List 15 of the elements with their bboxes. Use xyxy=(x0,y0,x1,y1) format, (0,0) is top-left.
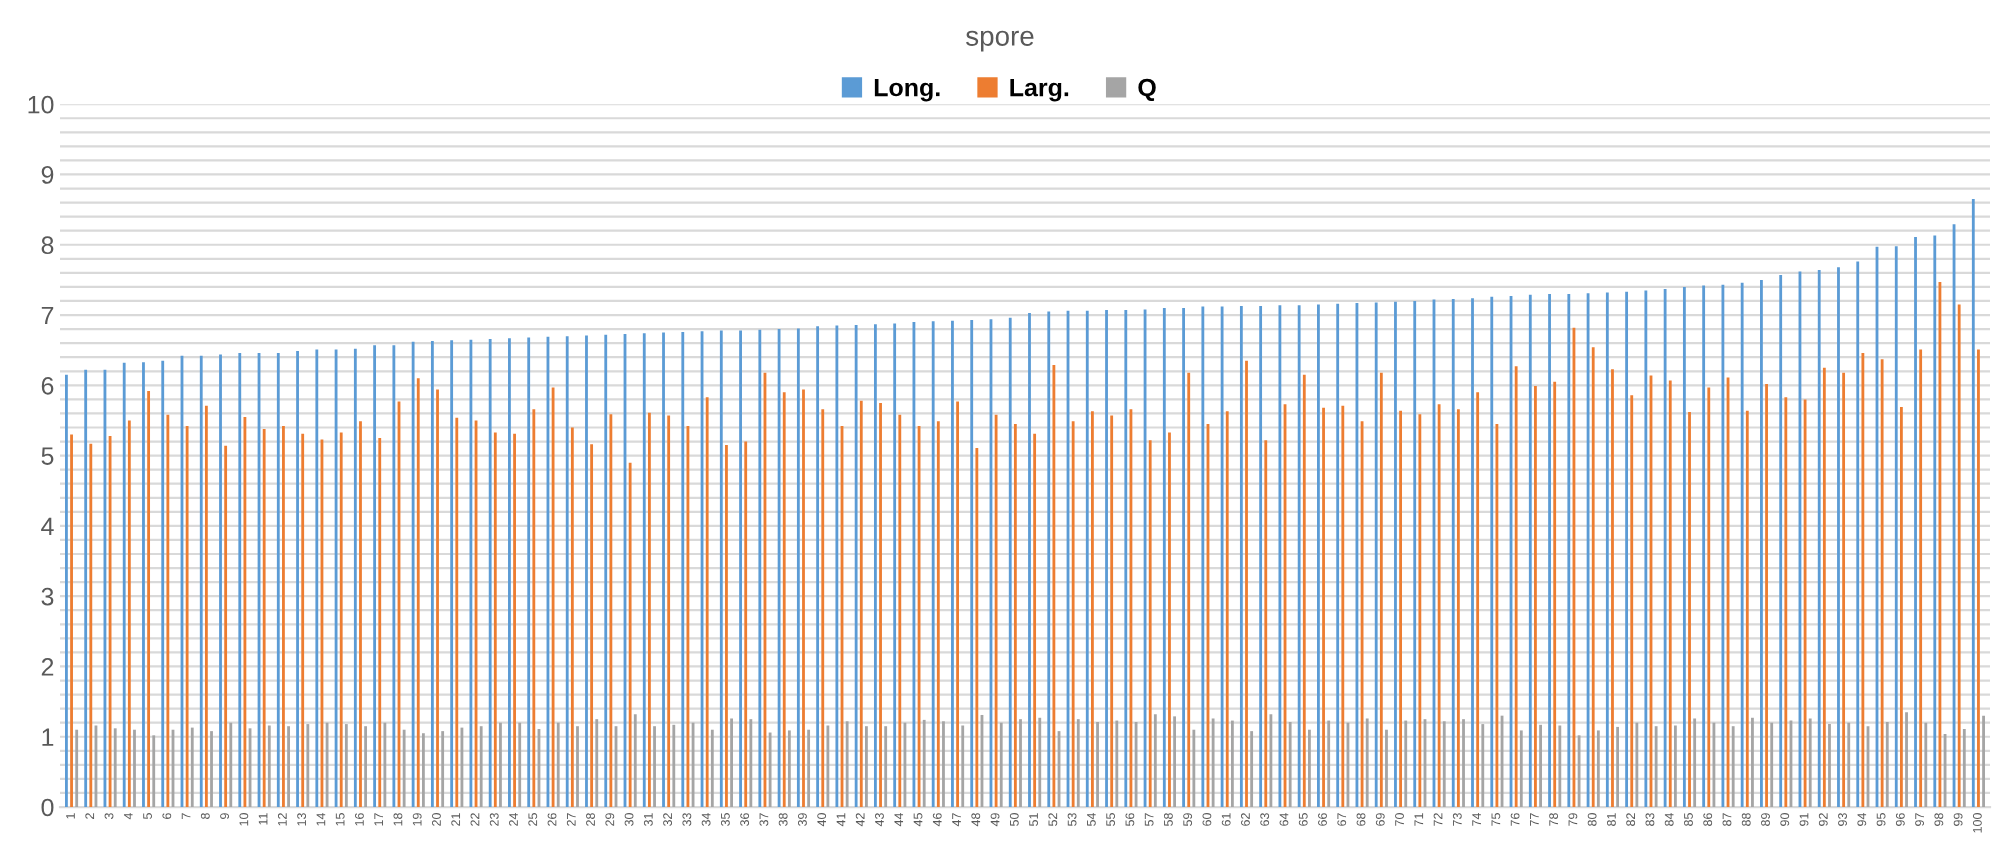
y-tick-label: 5 xyxy=(41,447,54,465)
y-tick-label: 10 xyxy=(28,95,54,114)
y-tick-label: 2 xyxy=(41,658,54,676)
y-tick-label: 6 xyxy=(41,376,54,395)
y-tick-label: 7 xyxy=(41,306,54,325)
chart-title: spore xyxy=(966,30,1034,52)
legend-label: Long. xyxy=(874,78,940,102)
legend-label: Larg. xyxy=(1010,78,1069,102)
legend-label: Q xyxy=(1138,78,1156,102)
y-tick-label: 9 xyxy=(41,166,54,184)
y-tick-label: 3 xyxy=(41,587,54,606)
y-tick-label: 4 xyxy=(41,517,54,535)
y-tick-label: 0 xyxy=(41,798,54,817)
y-tick-label: 8 xyxy=(41,236,54,255)
y-tick-label: 1 xyxy=(42,728,54,746)
